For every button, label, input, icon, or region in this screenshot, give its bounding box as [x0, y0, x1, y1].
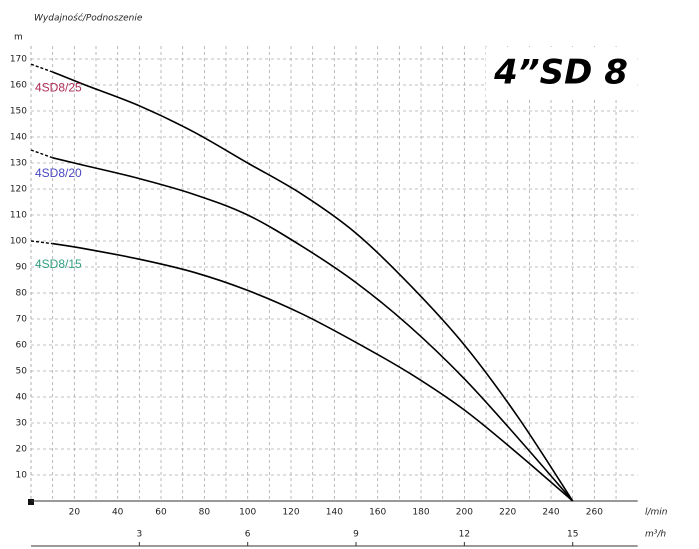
x-tick-label: 240	[542, 508, 559, 518]
y-unit: m	[14, 33, 23, 43]
y-tick-label: 160	[10, 81, 27, 91]
x2-unit: m³/h	[645, 530, 666, 540]
curve-extrapolation	[30, 149, 53, 159]
y-tick-label: 70	[16, 315, 28, 325]
y-tick-label: 170	[10, 55, 27, 65]
x-tick-label: 180	[412, 508, 429, 518]
curve-extrapolation	[30, 63, 53, 73]
x2-tick-label: 12	[459, 530, 470, 540]
y-tick-label: 150	[10, 107, 27, 117]
curve-extrapolation	[30, 240, 53, 245]
y-tick-label: 60	[16, 341, 28, 351]
y-tick-label: 130	[10, 159, 27, 169]
origin-marker	[28, 499, 34, 505]
x-tick-label: 80	[199, 508, 211, 518]
x2-tick-label: 6	[245, 530, 251, 540]
x-tick-label: 20	[69, 508, 81, 518]
x-tick-label: 40	[112, 508, 124, 518]
y-tick-label: 140	[10, 133, 27, 143]
y-axis-label: Wydajność/Podnoszenie	[34, 13, 143, 24]
title-box	[486, 47, 637, 99]
y-tick-label: 100	[10, 237, 27, 247]
x2-tick-label: 9	[353, 530, 359, 540]
series-label: 4SD8/15	[35, 257, 82, 271]
x-tick-label: 200	[456, 508, 473, 518]
y-tick-label: 80	[16, 289, 28, 299]
series-label: 4SD8/25	[35, 80, 82, 94]
y-tick-label: 10	[16, 471, 28, 481]
x-unit: l/min	[645, 508, 668, 518]
x-tick-label: 260	[586, 508, 603, 518]
x2-tick-label: 15	[567, 530, 578, 540]
y-tick-label: 50	[16, 367, 28, 377]
curve	[52, 242, 574, 502]
x-tick-label: 100	[239, 508, 256, 518]
curve	[52, 71, 574, 502]
curve	[52, 157, 574, 502]
chart-title: 4”SD 8	[493, 53, 628, 93]
series-label: 4SD8/20	[35, 166, 82, 180]
y-tick-label: 120	[10, 185, 27, 195]
x-tick-label: 220	[499, 508, 516, 518]
y-tick-label: 40	[16, 393, 28, 403]
y-tick-label: 30	[16, 419, 28, 429]
y-tick-label: 20	[16, 445, 28, 455]
y-tick-label: 90	[16, 263, 28, 273]
x-tick-label: 120	[282, 508, 299, 518]
x-tick-label: 60	[155, 508, 167, 518]
x-tick-label: 140	[326, 508, 343, 518]
x2-tick-label: 3	[136, 530, 142, 540]
y-tick-label: 110	[10, 211, 27, 221]
x-tick-label: 160	[369, 508, 386, 518]
